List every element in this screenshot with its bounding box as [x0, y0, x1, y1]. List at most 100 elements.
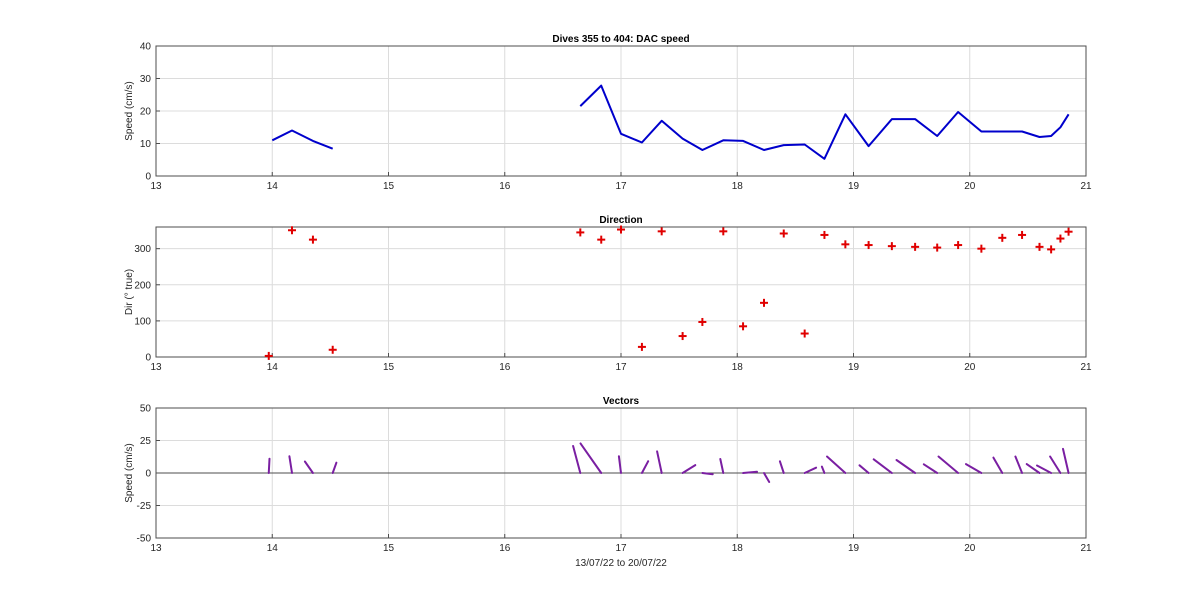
vector-stick	[303, 460, 314, 474]
x-tick-label: 15	[383, 181, 395, 192]
direction-point	[759, 298, 768, 307]
vector-stick	[826, 455, 847, 474]
x-tick-label: 14	[267, 181, 279, 192]
vector-stick	[992, 456, 1004, 474]
direction-point	[637, 342, 646, 351]
direction-point	[288, 226, 297, 235]
direction-point	[954, 241, 963, 250]
y-tick-label: 0	[145, 172, 151, 183]
x-tick-label: 21	[1080, 181, 1092, 192]
direction-point	[820, 230, 829, 239]
x-tick-label: 17	[615, 181, 627, 192]
direction-point	[977, 244, 986, 253]
y-axis-label: Speed (cm/s)	[124, 81, 135, 140]
y-axis-label: Speed (cm/s)	[124, 443, 135, 502]
y-tick-label: -25	[137, 501, 152, 512]
direction-point	[657, 227, 666, 236]
y-tick-label: 50	[140, 404, 152, 415]
vector-stick	[640, 460, 650, 474]
x-tick-label: 18	[732, 543, 744, 554]
x-tick-label: 19	[848, 543, 860, 554]
direction-point	[911, 242, 920, 251]
vector-stick	[681, 464, 697, 474]
direction-point	[1056, 234, 1065, 243]
direction-point	[1047, 245, 1056, 254]
vector-stick	[579, 442, 603, 474]
direction-point	[698, 317, 707, 326]
speed-line	[579, 84, 1070, 160]
vector-stick	[965, 463, 983, 474]
x-tick-label: 14	[267, 543, 279, 554]
direction-point	[998, 233, 1007, 242]
vector-stick	[895, 459, 917, 474]
speed-panel: 13 14 15 16 17 18 19 20 21 0 10 20 30 40 Dives 355 to …	[124, 34, 1092, 192]
direction-point	[1064, 227, 1073, 236]
x-tick-label: 19	[848, 181, 860, 192]
x-tick-label: 18	[732, 362, 744, 373]
vector-stick	[820, 465, 826, 474]
x-tick-label: 21	[1080, 362, 1092, 373]
x-axis-label: 13/07/22 to 20/07/22	[575, 558, 667, 569]
y-tick-label: 10	[140, 139, 152, 150]
speed-line	[271, 129, 334, 150]
chart-title: Direction	[599, 215, 642, 226]
direction-point	[308, 235, 317, 244]
y-tick-label: 0	[145, 469, 151, 480]
vector-stick	[267, 457, 271, 474]
vector-stick	[762, 472, 771, 483]
y-tick-label: 30	[140, 74, 152, 85]
y-tick-label: 100	[134, 316, 151, 327]
direction-point	[864, 241, 873, 250]
chart-title: Dives 355 to 404: DAC speed	[552, 34, 689, 45]
x-tick-label: 13	[150, 543, 162, 554]
x-tick-label: 19	[848, 362, 860, 373]
y-tick-label: 300	[134, 244, 151, 255]
vector-stick	[778, 460, 785, 474]
vector-stick	[742, 470, 758, 474]
vector-stick	[922, 463, 939, 474]
vector-stick	[1049, 455, 1062, 474]
direction-point	[597, 235, 606, 244]
vector-stick	[617, 455, 622, 474]
x-tick-label: 13	[150, 362, 162, 373]
direction-point	[800, 329, 809, 338]
vector-stick	[288, 455, 294, 474]
direction-point	[1035, 242, 1044, 251]
direction-point	[739, 322, 748, 331]
x-tick-label: 15	[383, 362, 395, 373]
x-tick-label: 14	[267, 362, 279, 373]
x-tick-label: 21	[1080, 543, 1092, 554]
x-tick-label: 16	[499, 362, 511, 373]
vector-stick	[656, 450, 663, 474]
y-axis-label: Dir (° true)	[124, 269, 135, 315]
direction-point	[576, 228, 585, 237]
y-tick-label: -50	[137, 534, 152, 545]
vector-stick	[872, 458, 893, 474]
x-tick-label: 13	[150, 181, 162, 192]
x-tick-label: 18	[732, 181, 744, 192]
x-tick-label: 17	[615, 362, 627, 373]
x-tick-label: 20	[964, 362, 976, 373]
vectors-panel: 13 14 15 16 17 18 19 20 21 -50 -25 0 25 50 Vectors Spee…	[124, 396, 1092, 569]
vector-stick	[572, 445, 582, 474]
vector-stick	[858, 464, 870, 474]
x-tick-label: 20	[964, 543, 976, 554]
direction-panel: 13 14 15 16 17 18 19 20 21 0 100 200 300 Direction Dir…	[124, 215, 1092, 373]
direction-point	[617, 225, 625, 234]
vector-stick	[1062, 447, 1070, 474]
vector-stick	[1014, 455, 1024, 474]
direction-point	[678, 332, 687, 341]
x-tick-label: 20	[964, 181, 976, 192]
y-tick-label: 20	[140, 107, 152, 118]
y-tick-label: 0	[145, 353, 151, 364]
vector-stick	[1025, 463, 1041, 474]
x-tick-label: 17	[615, 543, 627, 554]
chart-title: Vectors	[603, 396, 640, 407]
x-tick-label: 15	[383, 543, 395, 554]
direction-point	[719, 227, 728, 236]
x-tick-label: 16	[499, 181, 511, 192]
vector-stick	[701, 472, 714, 476]
direction-point	[264, 351, 273, 360]
y-tick-label: 200	[134, 280, 151, 291]
